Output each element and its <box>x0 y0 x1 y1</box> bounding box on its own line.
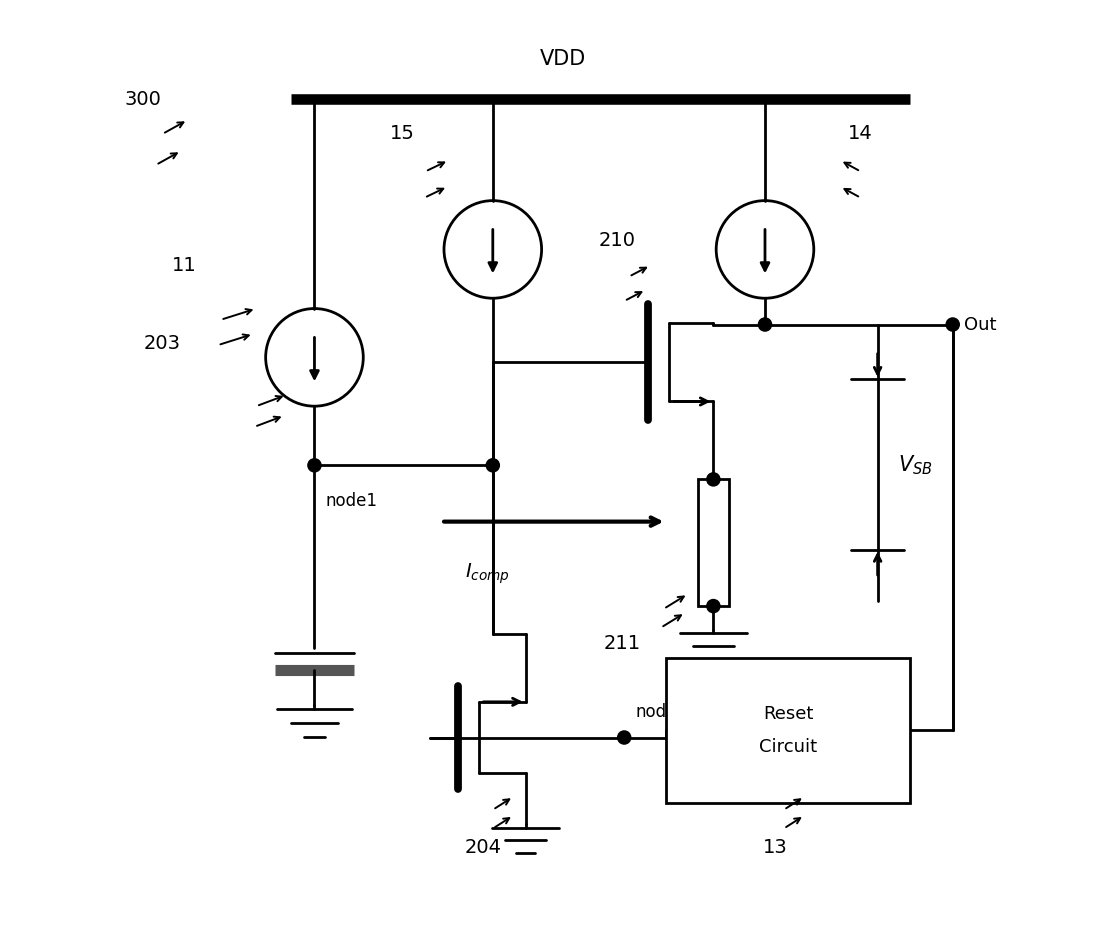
Circle shape <box>618 731 631 744</box>
Circle shape <box>707 473 720 486</box>
Text: 15: 15 <box>390 124 414 144</box>
Circle shape <box>707 600 720 613</box>
Text: 203: 203 <box>144 334 181 352</box>
Circle shape <box>946 318 960 331</box>
Text: $V_{SB}$: $V_{SB}$ <box>898 453 933 478</box>
Text: Out: Out <box>964 316 996 334</box>
Text: 211: 211 <box>603 634 641 653</box>
Text: 14: 14 <box>848 124 872 144</box>
Circle shape <box>486 459 499 472</box>
FancyBboxPatch shape <box>698 479 729 606</box>
Text: $I_{comp}$: $I_{comp}$ <box>465 561 509 586</box>
Text: 11: 11 <box>172 256 197 274</box>
Text: 204: 204 <box>465 838 502 857</box>
Text: 300: 300 <box>125 89 162 109</box>
Text: node1: node1 <box>326 492 378 509</box>
FancyBboxPatch shape <box>667 658 910 803</box>
Circle shape <box>758 318 772 331</box>
Text: Circuit: Circuit <box>760 738 818 757</box>
Text: node2: node2 <box>636 702 687 721</box>
Text: 210: 210 <box>599 230 636 249</box>
Text: 13: 13 <box>763 838 787 857</box>
Text: Reset: Reset <box>763 705 813 723</box>
Circle shape <box>308 459 321 472</box>
Text: VDD: VDD <box>540 49 586 70</box>
